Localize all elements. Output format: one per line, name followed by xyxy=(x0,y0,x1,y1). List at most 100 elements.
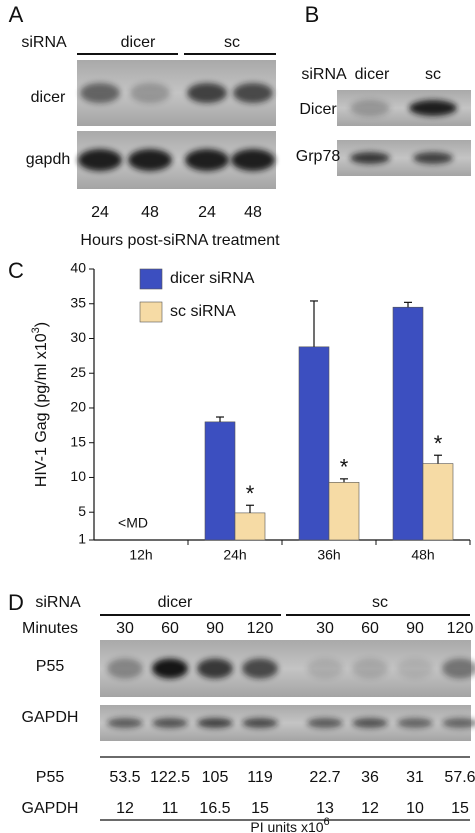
table-cell: 36 xyxy=(361,769,379,786)
table-cell: 122.5 xyxy=(150,769,190,786)
annotation: * xyxy=(340,455,349,480)
blot-band xyxy=(231,149,275,171)
blot-band xyxy=(352,658,388,679)
blot-band xyxy=(442,658,475,679)
blot-band xyxy=(128,149,172,171)
table-cell: 15 xyxy=(251,800,269,817)
lane-label: 90 xyxy=(206,620,224,637)
row-label: P55 xyxy=(36,769,65,786)
panel-label: C xyxy=(8,258,24,283)
blot-band xyxy=(413,152,453,164)
y-axis-label-tail: ) xyxy=(33,322,50,327)
lanes-label: Minutes xyxy=(22,620,78,637)
row-label: GAPDH xyxy=(22,800,79,817)
table-cell: 15 xyxy=(451,800,469,817)
footer-sup: 6 xyxy=(324,816,330,828)
blot-band xyxy=(197,658,233,679)
bar xyxy=(204,421,236,541)
lane-label: 120 xyxy=(447,620,474,637)
group-label: sc xyxy=(224,34,240,51)
panel-label: B xyxy=(305,2,320,27)
x-tick-label: 12h xyxy=(129,547,152,563)
table-cell: 12 xyxy=(361,800,379,817)
x-tick-label: 24h xyxy=(223,547,246,563)
lane-label: 30 xyxy=(316,620,334,637)
blot-band xyxy=(185,149,229,171)
table-cell: 11 xyxy=(162,800,179,817)
blot-band xyxy=(397,658,433,679)
lane-label: 60 xyxy=(161,620,179,637)
y-tick-label: 1 xyxy=(78,531,86,547)
bar xyxy=(392,306,424,541)
y-tick-label: 35 xyxy=(70,294,86,310)
footer: PI units x106 xyxy=(250,816,329,833)
group-label: sc xyxy=(425,66,441,83)
lane-label: 24 xyxy=(198,204,216,221)
blot-band xyxy=(107,658,143,679)
table-cell: 22.7 xyxy=(309,769,340,786)
blot-band xyxy=(242,658,278,679)
annotation: * xyxy=(434,431,443,456)
row-label: siRNA xyxy=(21,34,67,51)
x-tick-label: 48h xyxy=(411,547,434,563)
table-cell: 10 xyxy=(406,800,424,817)
blot-band xyxy=(409,100,457,116)
blot-band xyxy=(80,83,120,103)
x-tick-label: 36h xyxy=(317,547,340,563)
table-cell: 105 xyxy=(202,769,229,786)
bar xyxy=(422,463,454,541)
y-tick-label: 30 xyxy=(70,329,86,345)
blot-band xyxy=(152,658,188,679)
blot-band xyxy=(130,83,170,103)
y-axis-label: HIV-1 Gag (pg/ml x103) xyxy=(30,322,50,487)
blot-band xyxy=(152,718,188,728)
blot-band xyxy=(107,718,143,728)
legend-label: sc siRNA xyxy=(170,303,236,320)
blot-label: Dicer xyxy=(299,101,337,118)
legend-swatch xyxy=(139,268,163,290)
table-cell: 12 xyxy=(116,800,134,817)
lane-label: 60 xyxy=(361,620,379,637)
blot-band xyxy=(187,83,227,103)
lane-label: 90 xyxy=(406,620,424,637)
row-label: siRNA xyxy=(35,594,81,611)
blot-band xyxy=(352,718,388,728)
legend-swatch xyxy=(139,301,163,323)
group-label: dicer xyxy=(355,66,390,83)
blot-label: dicer xyxy=(31,89,66,106)
table-cell: 57.6 xyxy=(444,769,475,786)
y-axis-label-text: HIV-1 Gag (pg/ml x10 xyxy=(33,333,50,487)
blot-band xyxy=(197,718,233,728)
y-tick-label: 5 xyxy=(78,503,86,519)
table-cell: 53.5 xyxy=(109,769,140,786)
panel-label: D xyxy=(8,590,24,615)
lane-label: 48 xyxy=(244,204,262,221)
blot-label: Grp78 xyxy=(296,148,341,165)
lane-label: 48 xyxy=(141,204,159,221)
lane-label: 24 xyxy=(91,204,109,221)
table-cell: 119 xyxy=(247,769,273,786)
footer-text: PI units x10 xyxy=(250,819,323,833)
blot-band xyxy=(242,718,278,728)
annotation: <MD xyxy=(118,515,148,531)
blot-band xyxy=(307,658,343,679)
table-cell: 13 xyxy=(316,800,334,817)
blot-band xyxy=(350,100,390,116)
table-cell: 31 xyxy=(406,769,424,786)
legend-label: dicer siRNA xyxy=(170,270,255,287)
blot-band xyxy=(307,718,343,728)
blot-band xyxy=(397,718,433,728)
bar xyxy=(328,482,360,541)
blot-band xyxy=(442,718,475,728)
group-label: dicer xyxy=(158,594,193,611)
blot-label: P55 xyxy=(36,658,65,675)
y-tick-label: 40 xyxy=(70,260,86,276)
lane-label: 120 xyxy=(247,620,274,637)
x-axis-label: Hours post-siRNA treatment xyxy=(80,232,280,249)
bar xyxy=(234,512,266,541)
group-label: sc xyxy=(372,594,388,611)
y-axis-label-sup: 3 xyxy=(30,327,42,333)
bar xyxy=(298,346,330,541)
table-cell: 16.5 xyxy=(199,800,230,817)
